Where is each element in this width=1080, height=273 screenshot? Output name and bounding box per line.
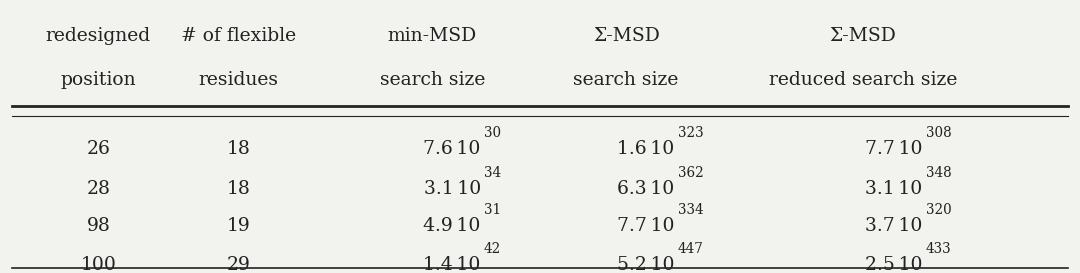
Text: 2.5 10: 2.5 10 <box>865 256 922 273</box>
Text: 7.7 10: 7.7 10 <box>617 217 675 235</box>
Text: 433: 433 <box>926 242 951 256</box>
Text: 18: 18 <box>227 140 251 158</box>
Text: 19: 19 <box>227 217 251 235</box>
Text: Σ-MSD: Σ-MSD <box>829 27 896 45</box>
Text: 3.1 10: 3.1 10 <box>423 180 481 198</box>
Text: 34: 34 <box>484 166 501 180</box>
Text: 42: 42 <box>484 242 501 256</box>
Text: # of flexible: # of flexible <box>180 27 296 45</box>
Text: 28: 28 <box>86 180 110 198</box>
Text: min-MSD: min-MSD <box>388 27 477 45</box>
Text: 18: 18 <box>227 180 251 198</box>
Text: 7.6 10: 7.6 10 <box>423 140 481 158</box>
Text: reduced search size: reduced search size <box>769 71 957 89</box>
Text: 29: 29 <box>227 256 251 273</box>
Text: 31: 31 <box>484 203 501 217</box>
Text: 3.1 10: 3.1 10 <box>865 180 922 198</box>
Text: search size: search size <box>573 71 679 89</box>
Text: 1.6 10: 1.6 10 <box>618 140 675 158</box>
Text: 30: 30 <box>484 126 501 140</box>
Text: residues: residues <box>199 71 279 89</box>
Text: 26: 26 <box>86 140 110 158</box>
Text: 447: 447 <box>678 242 704 256</box>
Text: 362: 362 <box>678 166 704 180</box>
Text: 334: 334 <box>678 203 703 217</box>
Text: 6.3 10: 6.3 10 <box>618 180 675 198</box>
Text: 7.7 10: 7.7 10 <box>865 140 922 158</box>
Text: 98: 98 <box>86 217 110 235</box>
Text: 308: 308 <box>926 126 951 140</box>
Text: Σ-MSD: Σ-MSD <box>593 27 660 45</box>
Text: position: position <box>60 71 136 89</box>
Text: 348: 348 <box>926 166 951 180</box>
Text: 100: 100 <box>80 256 117 273</box>
Text: 4.9 10: 4.9 10 <box>423 217 481 235</box>
Text: 3.7 10: 3.7 10 <box>865 217 922 235</box>
Text: 5.2 10: 5.2 10 <box>617 256 675 273</box>
Text: 1.4 10: 1.4 10 <box>423 256 481 273</box>
Text: search size: search size <box>379 71 485 89</box>
Text: 323: 323 <box>678 126 703 140</box>
Text: redesigned: redesigned <box>45 27 151 45</box>
Text: 320: 320 <box>926 203 951 217</box>
